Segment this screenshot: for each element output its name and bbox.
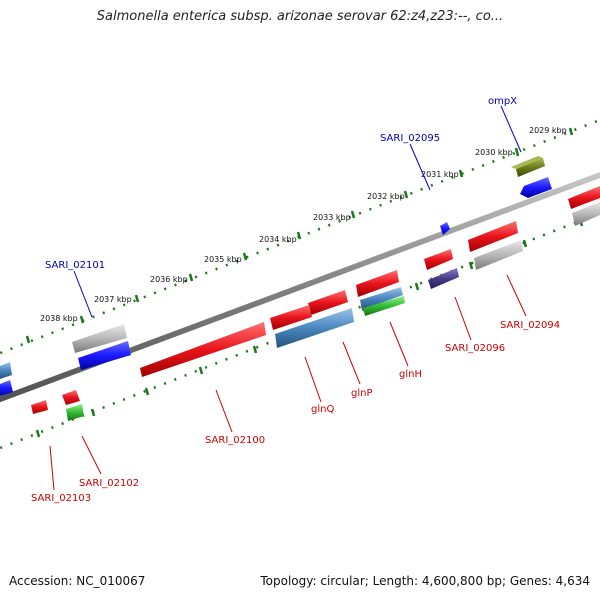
gene-right-grey[interactable] bbox=[572, 202, 600, 226]
scale-label-2033: 2033 kbp bbox=[313, 213, 351, 222]
gene-SARI_02094[interactable] bbox=[468, 221, 523, 270]
leader-glnH bbox=[389, 321, 409, 367]
tick bbox=[296, 231, 302, 240]
topology-stats-text: Topology: circular; Length: 4,600,800 bp… bbox=[260, 574, 590, 588]
scale-label-2038: 2038 kbp bbox=[40, 314, 78, 323]
tick bbox=[514, 147, 520, 157]
gene-label-glnP: glnP bbox=[351, 388, 373, 399]
tick bbox=[403, 190, 409, 199]
genome-backbone bbox=[0, 172, 600, 403]
leader-ompX bbox=[500, 105, 522, 153]
gene-label-SARI_02095: SARI_02095 bbox=[380, 133, 440, 144]
scale-label-2031: 2031 kbp bbox=[421, 170, 459, 179]
tick bbox=[35, 429, 41, 438]
tick bbox=[134, 294, 140, 303]
gene-label-SARI_02094: SARI_02094 bbox=[500, 320, 560, 331]
tick bbox=[350, 210, 356, 219]
gene-label-glnQ: glnQ bbox=[311, 404, 334, 415]
leader-SARI_02095 bbox=[409, 143, 431, 191]
tick bbox=[144, 387, 150, 396]
gene-label-SARI_02102: SARI_02102 bbox=[79, 478, 139, 489]
gene-glnP[interactable] bbox=[275, 290, 354, 348]
tick bbox=[414, 282, 420, 291]
gene-left-edge[interactable] bbox=[0, 362, 13, 396]
gene-glnH[interactable] bbox=[356, 270, 405, 316]
leader-SARI_02102 bbox=[81, 435, 102, 475]
leader-SARI_02100 bbox=[215, 389, 233, 433]
gene-label-SARI_02103: SARI_02103 bbox=[31, 493, 91, 504]
leader-glnQ bbox=[304, 356, 322, 403]
gene-SARI_02102[interactable] bbox=[62, 390, 84, 421]
gene-glnQ[interactable] bbox=[270, 305, 312, 330]
outer-major-ticks bbox=[25, 127, 574, 344]
gene-SARI_02095-arrow[interactable] bbox=[520, 177, 552, 198]
tick bbox=[188, 273, 194, 282]
tick bbox=[522, 239, 528, 248]
gene-SARI_02103[interactable] bbox=[31, 400, 48, 414]
scale-label-2035: 2035 kbp bbox=[204, 255, 242, 264]
gene-label-ompX: ompX bbox=[488, 96, 517, 107]
gene-SARI_02100[interactable] bbox=[140, 322, 266, 377]
gene-SARI_02101[interactable] bbox=[72, 324, 131, 370]
scale-label-2034: 2034 kbp bbox=[259, 235, 297, 244]
scale-label-2032: 2032 kbp bbox=[367, 192, 405, 201]
scale-label-2029: 2029 kbp bbox=[529, 126, 567, 135]
leader-glnP bbox=[342, 341, 361, 385]
leader-SARI_02096 bbox=[454, 296, 472, 341]
tick bbox=[79, 315, 85, 324]
leader-SARI_02101 bbox=[73, 270, 93, 318]
gene-label-SARI_02096: SARI_02096 bbox=[445, 343, 505, 354]
leader-SARI_02094 bbox=[506, 274, 527, 317]
tick bbox=[252, 345, 258, 354]
gene-label-SARI_02101: SARI_02101 bbox=[45, 260, 105, 271]
gene-SARI_02096[interactable] bbox=[424, 249, 459, 289]
gene-label-SARI_02100: SARI_02100 bbox=[205, 435, 265, 446]
tick bbox=[458, 169, 464, 178]
gene-label-glnH: glnH bbox=[399, 369, 422, 380]
scale-label-2036: 2036 kbp bbox=[150, 275, 188, 284]
tick bbox=[568, 127, 574, 136]
gene-right-red-top[interactable] bbox=[568, 186, 600, 209]
tick bbox=[198, 366, 204, 375]
genome-title: Salmonella enterica subsp. arizonae sero… bbox=[96, 9, 504, 24]
tick bbox=[468, 261, 474, 270]
tick bbox=[90, 408, 96, 417]
scale-label-2037: 2037 kbp bbox=[94, 295, 132, 304]
tick bbox=[242, 252, 248, 261]
gene-ompX[interactable] bbox=[511, 156, 545, 177]
tick bbox=[25, 335, 31, 344]
gene-SARI_02095-small[interactable] bbox=[440, 222, 450, 235]
scale-label-2030: 2030 kbp bbox=[475, 148, 513, 157]
accession-text: Accession: NC_010067 bbox=[9, 574, 146, 588]
leader-SARI_02103 bbox=[49, 445, 55, 491]
